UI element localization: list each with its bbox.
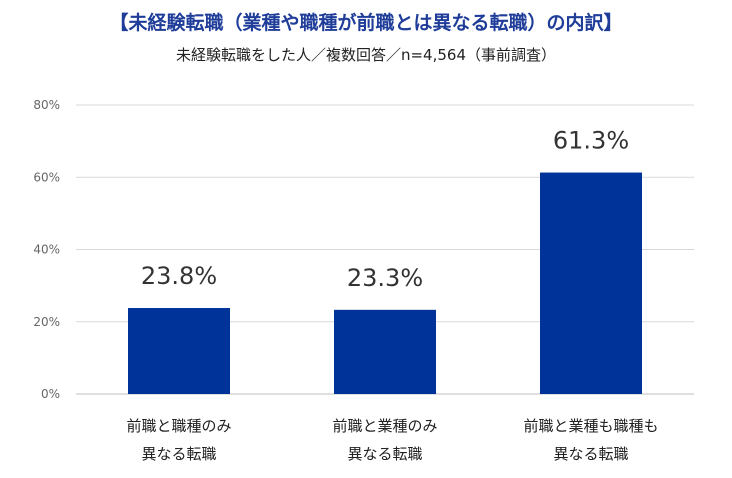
data-label: 61.3% (553, 127, 629, 155)
x-category-label: 前職と業種のみ (332, 417, 437, 435)
y-tick-label: 40% (33, 243, 60, 257)
bar (128, 308, 230, 394)
chart-subtitle: 未経験転職をした人／複数回答／n=4,564（事前調査） (175, 46, 557, 64)
bar (334, 309, 436, 394)
data-label: 23.3% (347, 264, 423, 292)
x-category-label: 前職と職種のみ (126, 417, 231, 435)
chart-title: 【未経験転職（業種や職種が前職とは異なる転職）の内訳】 (109, 12, 623, 34)
y-tick-label: 80% (33, 98, 60, 112)
y-tick-label: 0% (41, 387, 60, 401)
bar (540, 172, 642, 394)
x-category-label: 異なる転職 (141, 445, 216, 463)
x-category-label: 前職と業種も職種も (523, 417, 658, 435)
y-tick-label: 20% (33, 315, 60, 329)
x-category-label: 異なる転職 (347, 445, 422, 463)
y-tick-label: 60% (33, 170, 60, 184)
x-category-label: 異なる転職 (553, 445, 628, 463)
data-label: 23.8% (141, 262, 217, 290)
